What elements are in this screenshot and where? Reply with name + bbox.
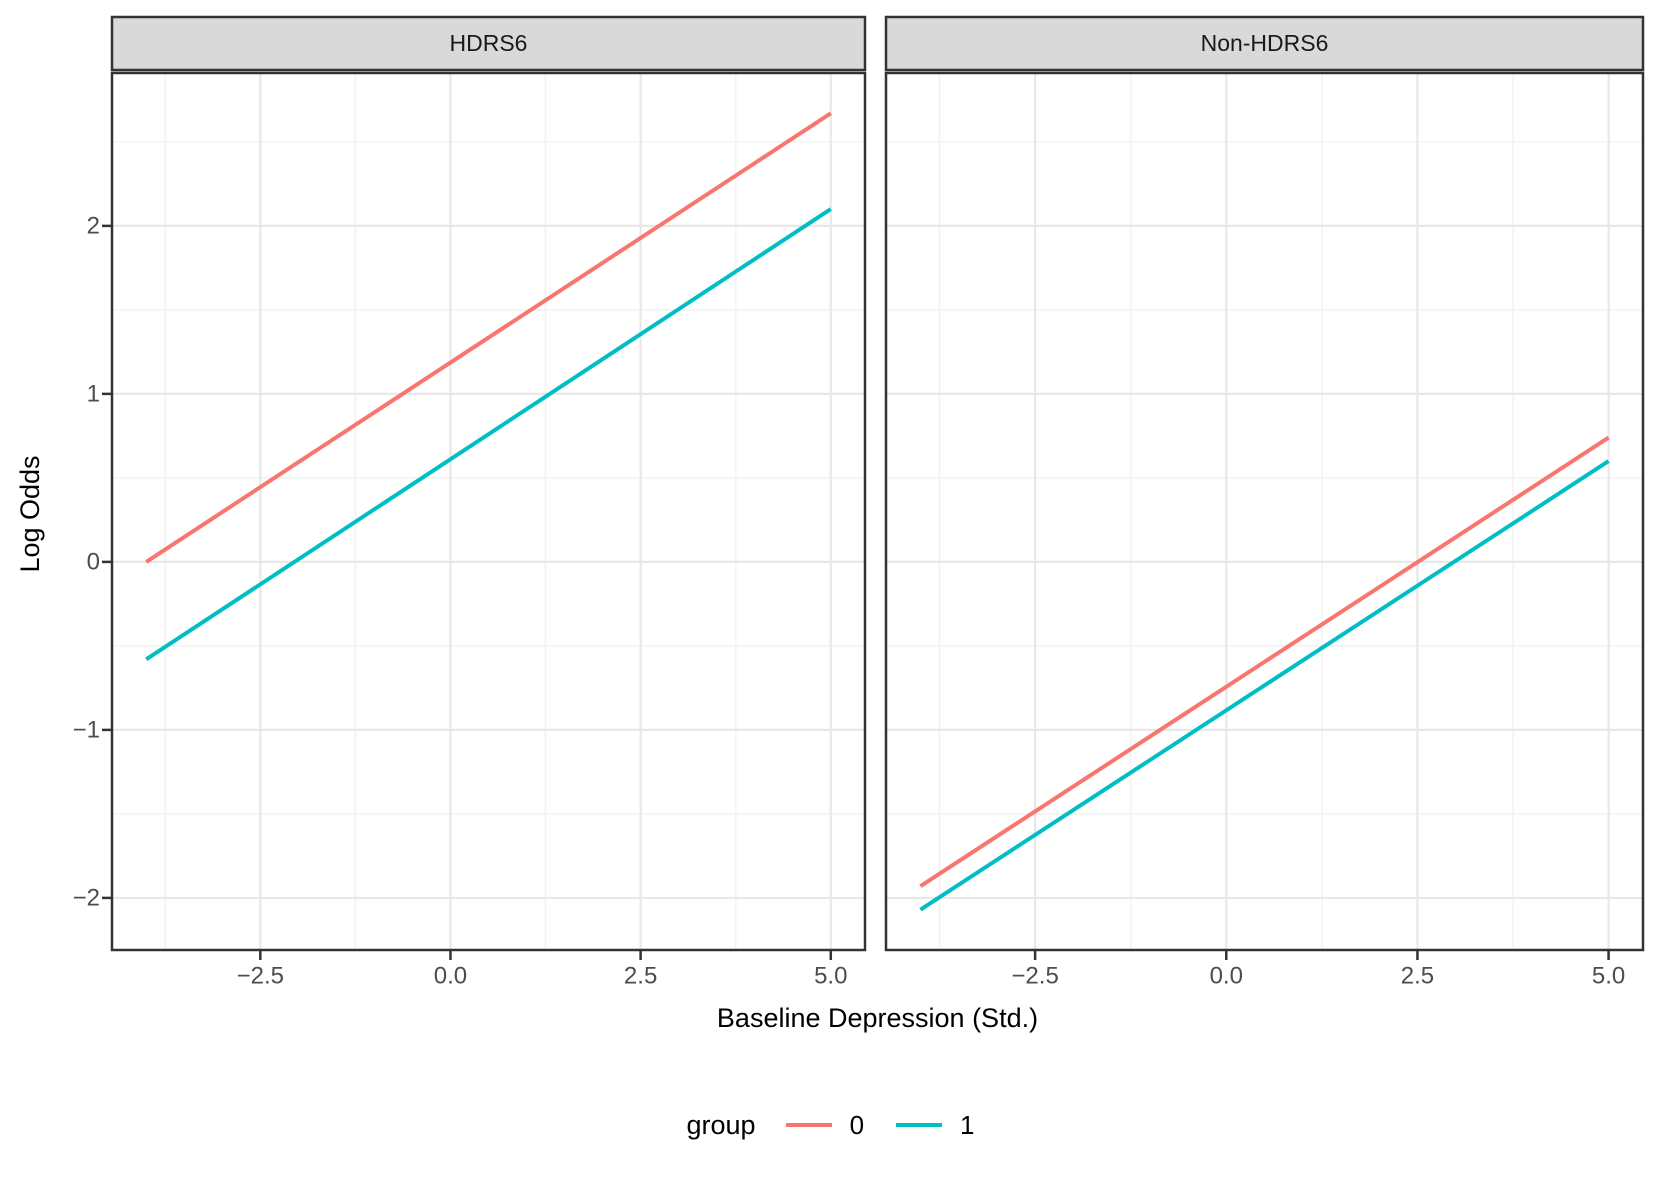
series-line-group1 xyxy=(145,207,832,662)
panel-border xyxy=(110,71,867,952)
x-tick-label: 5.0 xyxy=(1592,963,1625,990)
x-tick-label: 0.0 xyxy=(1210,963,1243,990)
series-line-group0 xyxy=(919,435,1610,888)
y-axis-title: Log Odds xyxy=(15,455,45,573)
x-tick-label: −2.5 xyxy=(237,963,284,990)
x-axis-title: Baseline Depression (Std.) xyxy=(716,1003,1039,1033)
facet-strip xyxy=(884,15,1645,72)
legend-label-group1: 1 xyxy=(960,1109,975,1140)
x-tick-label: 2.5 xyxy=(1401,963,1434,990)
x-tick-label: −2.5 xyxy=(1011,963,1058,990)
legend-key-line-group1 xyxy=(896,1123,943,1127)
y-tick-label: 1 xyxy=(87,380,100,407)
legend-key-line-group0 xyxy=(785,1123,832,1127)
facet-strip xyxy=(110,15,867,72)
y-tick-label: −1 xyxy=(73,716,100,743)
x-tick-label: 5.0 xyxy=(814,963,847,990)
legend-title: group xyxy=(686,1109,756,1140)
panel-border xyxy=(884,71,1645,952)
y-tick-label: 0 xyxy=(87,548,100,575)
facet-strip-label-non-hdrs6: Non-HDRS6 xyxy=(1200,30,1329,56)
x-tick-label: 0.0 xyxy=(434,963,467,990)
facet-strip-label-hdrs6: HDRS6 xyxy=(449,30,528,56)
legend-label-group0: 0 xyxy=(849,1109,865,1140)
series-line-group1 xyxy=(919,459,1610,912)
y-tick-label: −2 xyxy=(73,884,100,911)
y-tick-label: 2 xyxy=(87,212,100,239)
panel-background xyxy=(112,73,865,950)
legend: group 0 1 xyxy=(0,1100,1661,1150)
panel-background xyxy=(886,73,1643,950)
series-line-group0 xyxy=(145,111,832,564)
x-tick-label: 2.5 xyxy=(624,963,657,990)
